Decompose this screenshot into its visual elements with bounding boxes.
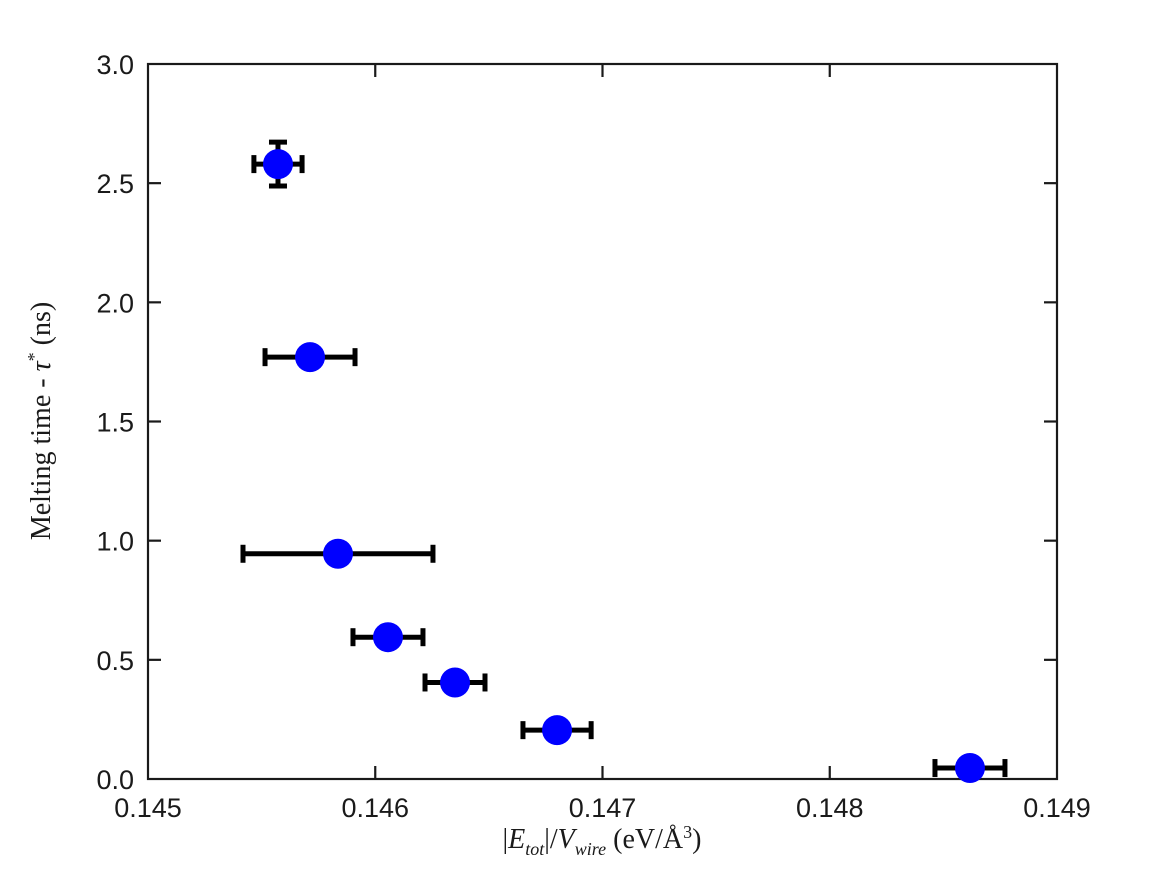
x-axis-tick-labels: 0.145 0.146 0.147 0.148 0.149 — [114, 793, 1091, 823]
y-tick-label-5: 2.5 — [96, 169, 134, 199]
y-tick-label-4: 2.0 — [96, 288, 134, 318]
x-tick-label-1: 0.146 — [341, 793, 409, 823]
x-tick-label-2: 0.147 — [569, 793, 637, 823]
y-title-star: * — [24, 352, 44, 361]
data-point-4[interactable] — [440, 667, 471, 698]
data-point-2[interactable] — [322, 538, 353, 569]
y-tick-label-2: 1.0 — [96, 527, 134, 557]
y-title-lead: Melting time - — [26, 371, 57, 540]
y-tick-label-3: 1.5 — [96, 408, 134, 438]
x-axis-title: |Etot|/Vwire (eV/Å3) — [503, 822, 702, 859]
x-title-energy-subscript: tot — [525, 839, 545, 859]
x-axis-ticks — [374, 64, 831, 779]
x-title-abs-open: | — [503, 824, 509, 855]
y-title-tau-symbol: τ — [26, 360, 57, 371]
x-title-units-close: ) — [692, 824, 701, 855]
y-axis-ticks — [148, 182, 1057, 661]
y-tick-label-6: 3.0 — [96, 50, 134, 80]
data-series-melting-time — [240, 139, 1008, 784]
data-point-1[interactable] — [295, 342, 326, 373]
x-title-volume-subscript: wire — [575, 839, 606, 859]
data-point-6[interactable] — [954, 753, 985, 784]
x-title-energy-symbol: E — [507, 824, 525, 855]
y-title-units: (ns) — [26, 302, 57, 353]
x-tick-label-4: 0.149 — [1023, 793, 1091, 823]
x-tick-label-0: 0.145 — [114, 793, 182, 823]
y-tick-label-0: 0.0 — [96, 765, 134, 795]
x-title-volume-symbol: V — [558, 824, 578, 855]
x-title-slash: / — [550, 824, 558, 855]
data-point-5[interactable] — [542, 715, 573, 746]
data-point-3[interactable] — [372, 622, 403, 653]
y-tick-label-1: 0.5 — [96, 646, 134, 676]
x-title-exponent: 3 — [683, 822, 692, 842]
x-title-abs-close: | — [544, 824, 550, 855]
y-axis-tick-labels: 0.0 0.5 1.0 1.5 2.0 2.5 3.0 — [96, 50, 134, 795]
y-axis-title: Melting time - τ* (ns) — [24, 302, 57, 540]
x-tick-label-3: 0.148 — [796, 793, 864, 823]
x-title-units: (eV/Å — [606, 824, 684, 855]
data-point-0[interactable] — [262, 149, 293, 180]
